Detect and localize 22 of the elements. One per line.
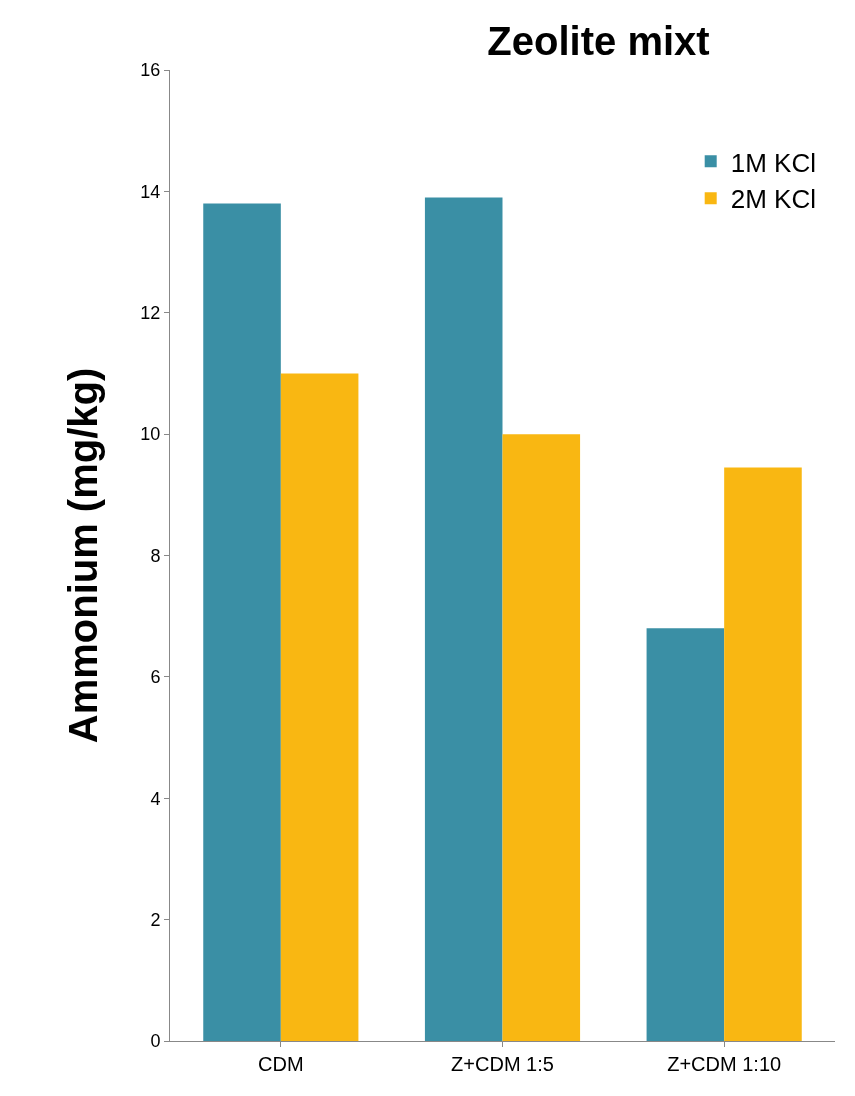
bar [724,467,802,1041]
y-tick-label: 0 [150,1031,161,1052]
chart-title: Zeolite mixt [487,19,710,64]
y-tick-label: 6 [150,667,161,688]
bar [280,373,359,1041]
bar [646,628,725,1041]
bar [502,434,581,1041]
y-tick-label: 10 [140,424,161,445]
y-tick-label: 12 [140,303,161,324]
legend-label: 2M KCl [730,184,816,215]
y-tick-label: 14 [140,181,161,202]
y-axis-title: Ammonium (mg/kg) [60,367,105,744]
x-tick-label: CDM [258,1053,304,1075]
x-tick-label: Z+CDM 1:10 [667,1053,782,1075]
y-tick-label: 8 [150,545,161,566]
y-tick-label: 16 [140,60,161,81]
y-tick-label: 2 [150,909,161,930]
y-tick-label: 4 [150,788,161,809]
x-tick-label: Z+CDM 1:5 [451,1053,554,1075]
bar [203,203,281,1041]
legend-label: 1M KCl [730,147,816,178]
bar [424,197,503,1041]
